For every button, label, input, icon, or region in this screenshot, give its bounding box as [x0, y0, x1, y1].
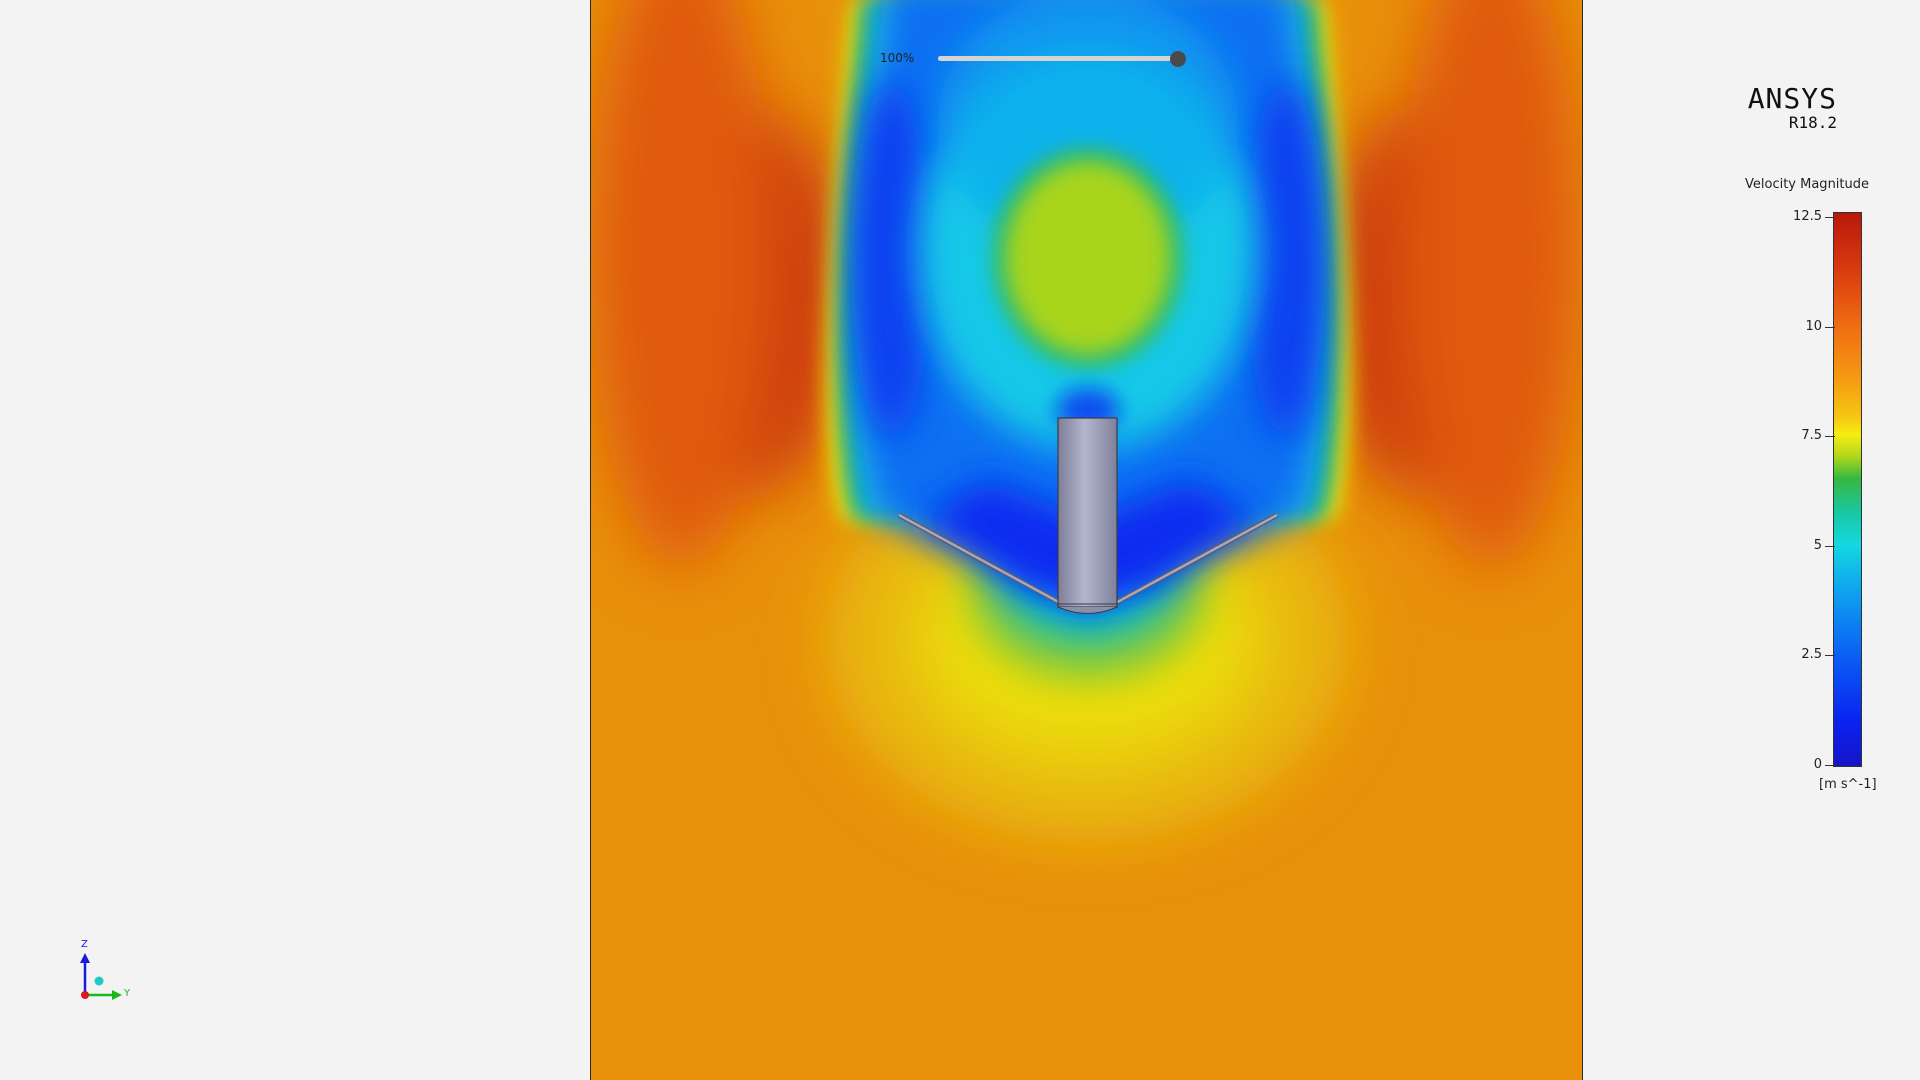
- animation-track-fill: [938, 56, 1178, 61]
- legend-tick-label: 2.5: [1801, 647, 1822, 663]
- legend-tick-label: 7.5: [1801, 428, 1822, 444]
- legend-color-bar[interactable]: [1833, 212, 1862, 767]
- legend-tick-label: 5: [1813, 537, 1822, 553]
- legend-title: Velocity Magnitude: [1745, 177, 1870, 192]
- velocity-contour-plot: [591, 0, 1582, 1080]
- legend-tick-mark: [1825, 545, 1835, 547]
- brand-logo-text: ANSYS: [1747, 82, 1837, 115]
- legend-tick-mark: [1825, 436, 1835, 438]
- contour-viewport[interactable]: [590, 0, 1583, 1080]
- animation-percent-label: 100%: [880, 51, 915, 65]
- axis-triad-icon: [80, 953, 122, 1000]
- legend-tick-label: 10: [1805, 318, 1822, 334]
- cylinder-body: [1057, 417, 1118, 608]
- legend-tick-mark: [1825, 655, 1835, 657]
- axis-triad[interactable]: Z Y: [70, 939, 140, 1005]
- animation-slider[interactable]: 100%: [880, 48, 1190, 68]
- legend-unit: [m s^-1]: [1819, 777, 1877, 792]
- legend-tick-label: 0: [1813, 757, 1822, 772]
- animation-track[interactable]: [938, 51, 1186, 67]
- legend-tick-mark: [1825, 326, 1835, 328]
- triad-y-label: Y: [124, 988, 131, 999]
- triad-z-label: Z: [81, 939, 88, 950]
- legend-tick-label: 12.5: [1793, 209, 1822, 224]
- legend-tick-mark: [1825, 217, 1835, 218]
- legend-tick-mark: [1825, 765, 1835, 766]
- brand-version: R18.2: [1788, 113, 1837, 132]
- animation-slider-handle[interactable]: [1170, 51, 1186, 67]
- product-branding: ANSYS R18.2: [1748, 84, 1837, 132]
